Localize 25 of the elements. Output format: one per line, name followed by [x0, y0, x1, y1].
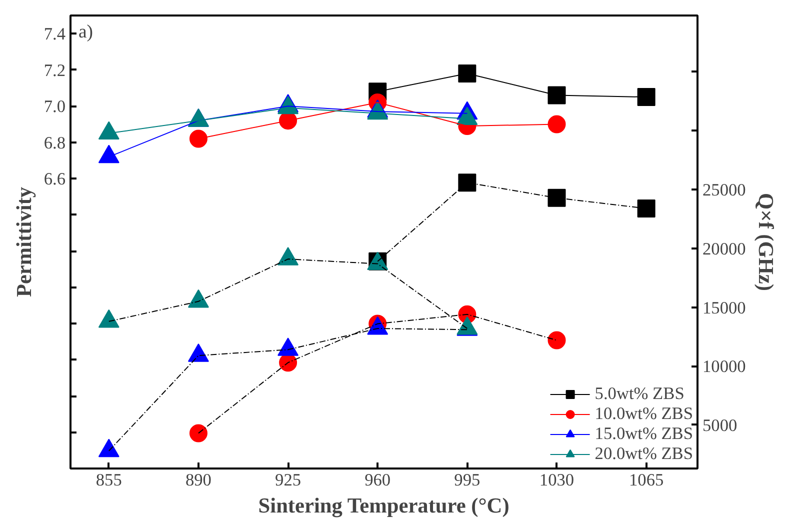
y-tick-label: 6.8	[44, 133, 66, 152]
x-tick-label: 925	[275, 470, 302, 490]
y-tick-label: 7.0	[44, 97, 66, 116]
y-tick-label: 7.2	[44, 60, 66, 80]
y2-tick-label: 25000	[702, 180, 746, 200]
legend-label: 15.0wt% ZBS	[594, 424, 693, 444]
x-tick-label: 1030	[539, 470, 574, 490]
x-tick-label: 855	[96, 470, 122, 490]
legend-label: 5.0wt% ZBS	[594, 384, 684, 404]
legend-label: 20.0wt% ZBS	[594, 444, 693, 464]
annotation: a)	[78, 22, 93, 42]
x-tick-label: 890	[185, 470, 212, 490]
y-tick-label: 7.4	[44, 24, 66, 44]
y-axis-title: Permittivity	[12, 186, 36, 298]
y-tick-label: 6.6	[44, 170, 66, 189]
x-tick-label: 960	[364, 470, 391, 490]
x-axis-title: Sintering Temperature (°C)	[258, 494, 510, 518]
y2-tick-label: 10000	[702, 357, 746, 376]
y2-tick-label: 20000	[702, 239, 746, 258]
y2-tick-label: 5000	[702, 416, 738, 435]
y2-axis-title: Q×f (GHz)	[754, 192, 778, 292]
x-tick-label: 995	[454, 470, 480, 490]
y2-tick-label: 15000	[702, 298, 746, 318]
legend-label: 10.0wt% ZBS	[594, 404, 693, 424]
x-tick-label: 1065	[628, 470, 664, 490]
